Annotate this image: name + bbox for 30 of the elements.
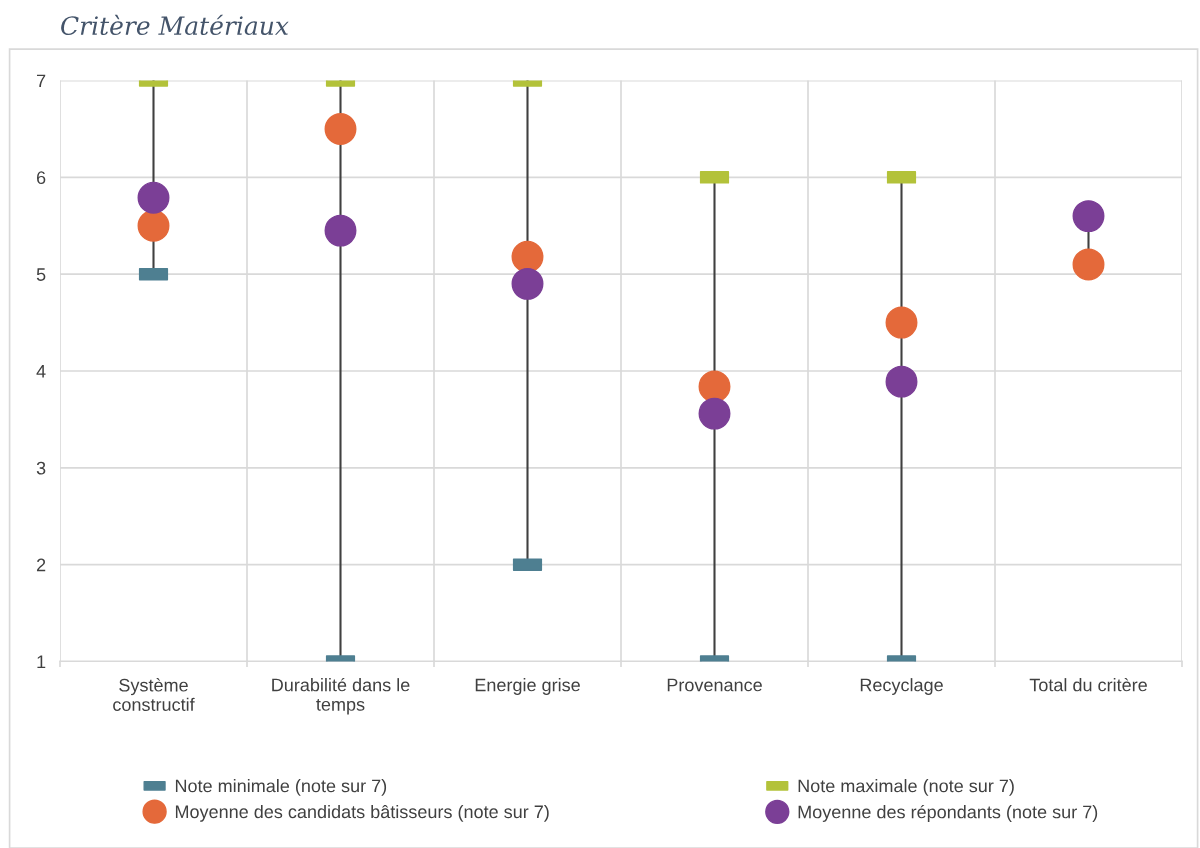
y-tick-label: 4 <box>36 365 46 378</box>
point <box>137 181 170 214</box>
point <box>1072 248 1105 281</box>
chart-title: Critère Matériaux <box>61 14 289 36</box>
y-tick-label: 6 <box>36 171 46 185</box>
x-tick-label: Energie grise <box>475 678 580 695</box>
y-tick-label: 7 <box>37 74 46 88</box>
y-tick-label: 5 <box>36 268 46 281</box>
y-tick-label: 3 <box>36 461 46 475</box>
point <box>885 306 918 339</box>
point <box>324 112 357 145</box>
point <box>324 214 357 247</box>
x-tick-label: Durabilité dans le temps <box>272 677 410 715</box>
legend-label: Moyenne des candidats bâtisseurs (note sur 7) <box>175 804 549 822</box>
legend-label: Moyenne des répondants (note sur 7) <box>798 804 1098 822</box>
point <box>511 267 544 300</box>
legend-label: Note minimale (note sur 7) <box>175 779 387 796</box>
x-tick-label: Recyclage <box>860 678 943 695</box>
x-tick-label: Système constructif <box>113 678 195 712</box>
point <box>698 397 731 430</box>
point <box>511 240 544 273</box>
x-tick-label: Total du critère <box>1029 677 1147 692</box>
point <box>137 209 170 242</box>
point <box>698 370 731 403</box>
y-tick-label: 1 <box>37 655 46 668</box>
point <box>1072 200 1105 233</box>
point <box>885 365 918 398</box>
x-tick-label: Provenance <box>667 678 762 692</box>
y-tick-label: 2 <box>36 558 46 572</box>
legend-label: Note maximale (note sur 7) <box>798 779 1014 796</box>
